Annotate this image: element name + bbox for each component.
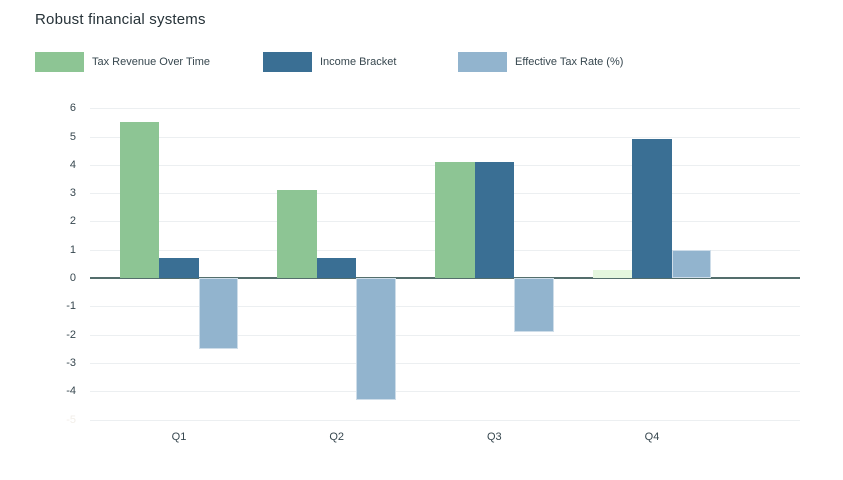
y-axis-label: -1 bbox=[66, 300, 76, 313]
bar-q3-series1[interactable] bbox=[435, 161, 475, 278]
bar-q4-series1[interactable] bbox=[592, 269, 633, 278]
x-axis-label: Q2 bbox=[329, 431, 345, 443]
gridline bbox=[90, 419, 800, 421]
bar-q1-series2[interactable] bbox=[159, 258, 199, 278]
bar-q1-series3[interactable] bbox=[198, 278, 239, 349]
bar-q2-series2[interactable] bbox=[316, 258, 357, 278]
y-axis-label: -5 bbox=[66, 413, 76, 426]
y-axis-label: 5 bbox=[69, 130, 76, 143]
legend-item[interactable]: Income Bracket bbox=[263, 52, 396, 72]
y-axis-label: -4 bbox=[66, 385, 76, 398]
legend-label: Income Bracket bbox=[320, 56, 397, 68]
legend-item[interactable]: Effective Tax Rate (%) bbox=[458, 52, 623, 72]
zero-axis-line bbox=[90, 277, 800, 279]
gridline bbox=[90, 306, 800, 308]
y-axis-label: 2 bbox=[69, 215, 76, 228]
bar-q1-series1[interactable] bbox=[119, 122, 160, 278]
gridline bbox=[90, 362, 800, 364]
x-axis-label: Q1 bbox=[171, 431, 187, 443]
x-axis-label: Q4 bbox=[644, 431, 660, 443]
gridline bbox=[90, 391, 800, 393]
bar-q2-series3[interactable] bbox=[356, 278, 396, 400]
legend-swatch bbox=[458, 52, 507, 72]
y-axis-label: 0 bbox=[69, 272, 76, 284]
legend-label: Effective Tax Rate (%) bbox=[515, 56, 624, 68]
y-axis-label: 6 bbox=[69, 102, 76, 115]
bar-q2-series1[interactable] bbox=[277, 190, 317, 278]
y-axis-label: -3 bbox=[66, 356, 76, 369]
y-axis-label: 1 bbox=[69, 243, 76, 256]
y-axis-label: 3 bbox=[69, 187, 76, 200]
legend-swatch bbox=[263, 52, 312, 72]
legend-item[interactable]: Tax Revenue Over Time bbox=[35, 52, 210, 72]
chart-title: Robust financial systems bbox=[35, 11, 206, 28]
bar-q4-series3[interactable] bbox=[671, 249, 712, 278]
gridline bbox=[90, 334, 800, 336]
y-axis-label: -2 bbox=[66, 328, 76, 341]
legend: Tax Revenue Over Time Income Bracket Effec… bbox=[0, 52, 843, 72]
bar-q3-series3[interactable] bbox=[514, 278, 554, 332]
gridline bbox=[90, 136, 800, 138]
legend-label: Tax Revenue Over Time bbox=[92, 56, 210, 68]
y-axis-label: 4 bbox=[69, 158, 76, 171]
bar-q4-series2[interactable] bbox=[632, 139, 672, 278]
x-axis-label: Q3 bbox=[486, 431, 502, 443]
bar-q3-series2[interactable] bbox=[474, 161, 515, 278]
legend-swatch bbox=[35, 52, 84, 72]
gridline bbox=[90, 108, 800, 110]
